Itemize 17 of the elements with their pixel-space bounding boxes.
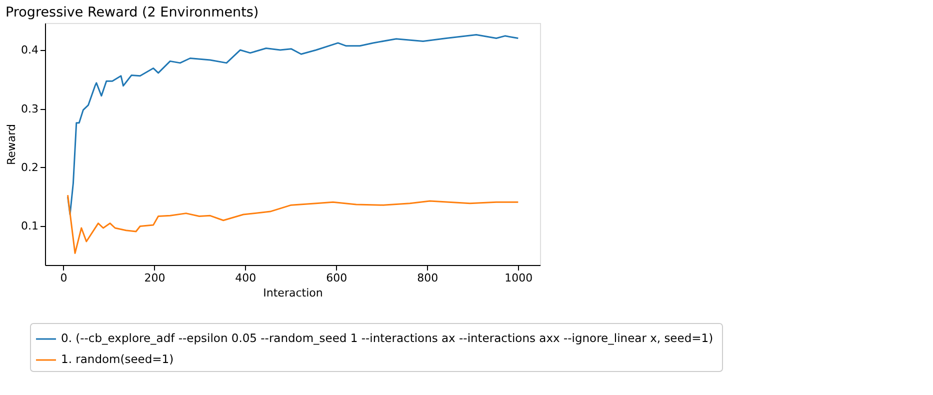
line-series [67,194,519,254]
chart-title: Progressive Reward (2 Environments) [6,4,259,20]
line-series [67,34,519,216]
x-tick-label: 800 [417,272,438,284]
x-tick-label: 400 [235,272,256,284]
legend-label: 1. random(seed=1) [61,352,174,366]
y-axis-title: Reward [5,124,18,165]
y-tick-label: 0.3 [21,102,38,116]
x-tick-label: 1000 [504,272,533,284]
legend-label: 0. (--cb_explore_adf --epsilon 0.05 --random_seed 1 --interactions ax --interactions axx --ignore_linear x, seed=1) [61,331,714,345]
x-tick-label: 600 [326,272,348,284]
x-tick-label: 0 [60,272,68,284]
y-tick-label: 0.1 [21,220,38,233]
y-tick-label: 0.4 [21,44,38,57]
x-tick-label: 200 [144,272,166,284]
y-tick-label: 0.2 [21,160,38,174]
x-axis-title: Interaction [263,286,323,300]
